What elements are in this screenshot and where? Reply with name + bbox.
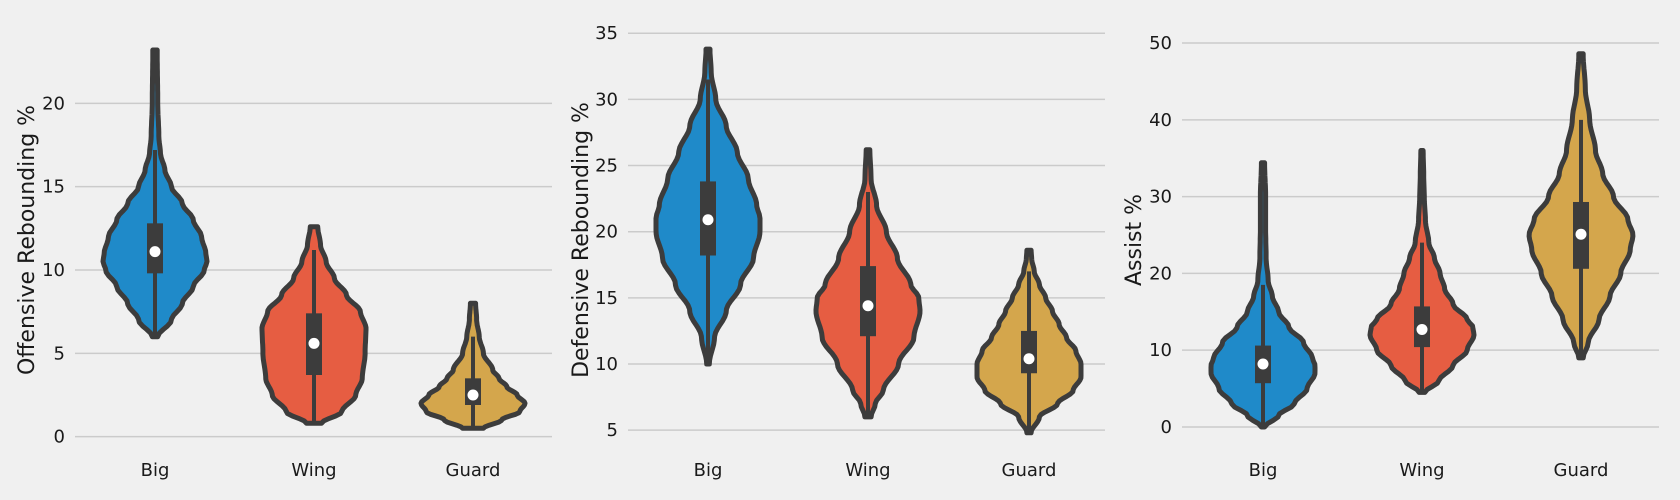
- violins: [1208, 51, 1636, 430]
- median-dot: [1257, 358, 1269, 370]
- y-tick-labels: 5 10 15 20 25 30 35: [595, 23, 618, 441]
- violin-big: [1208, 160, 1318, 430]
- violin-guard: [1526, 51, 1636, 361]
- median-dot: [1416, 323, 1428, 335]
- panel-assist: 0 10 20 30 40 50 Big Wing Guard Assist %: [1122, 33, 1659, 481]
- x-tick-label: Big: [141, 460, 170, 481]
- x-tick-labels: Big Wing Guard: [694, 460, 1057, 481]
- x-tick-label: Wing: [845, 460, 890, 481]
- y-tick-label: 10: [595, 354, 618, 375]
- violin-big: [100, 47, 210, 340]
- y-tick-label: 40: [1149, 110, 1172, 131]
- panel-defensive-rebounding: 5 10 15 20 25 30 35 Big Wing Guard Defensive Reb…: [569, 23, 1105, 481]
- y-tick-label: 15: [42, 177, 65, 198]
- x-tick-label: Wing: [291, 460, 336, 481]
- y-axis-label: Offensive Rebounding %: [15, 105, 40, 375]
- median-dot: [1023, 353, 1035, 365]
- x-tick-label: Wing: [1399, 460, 1444, 481]
- panel-offensive-rebounding: 0 5 10 15 20 Big Wing Guard Offensive Reboundi…: [15, 47, 552, 481]
- x-tick-label: Big: [1249, 460, 1278, 481]
- median-dot: [702, 214, 714, 226]
- x-tick-label: Guard: [1554, 460, 1609, 481]
- median-dot: [862, 300, 874, 312]
- violins: [100, 47, 528, 431]
- y-tick-label: 5: [607, 420, 618, 441]
- x-tick-labels: Big Wing Guard: [141, 460, 501, 481]
- y-tick-label: 20: [42, 93, 65, 114]
- violins: [653, 46, 1084, 436]
- violin-wing: [813, 147, 923, 420]
- y-tick-labels: 0 5 10 15 20: [42, 93, 65, 447]
- y-tick-label: 30: [595, 89, 618, 110]
- y-tick-label: 50: [1149, 33, 1172, 54]
- violin-guard: [418, 300, 528, 431]
- violin-guard: [974, 247, 1084, 436]
- median-dot: [149, 246, 161, 258]
- y-tick-label: 20: [1149, 263, 1172, 284]
- y-tick-label: 5: [54, 343, 65, 364]
- y-tick-label: 30: [1149, 187, 1172, 208]
- x-tick-labels: Big Wing Guard: [1249, 460, 1609, 481]
- y-tick-label: 35: [595, 23, 618, 44]
- y-tick-labels: 0 10 20 30 40 50: [1149, 33, 1172, 438]
- y-tick-label: 0: [1161, 417, 1172, 438]
- x-tick-label: Guard: [1002, 460, 1057, 481]
- y-tick-label: 10: [1149, 340, 1172, 361]
- y-axis-label: Defensive Rebounding %: [569, 102, 594, 378]
- y-tick-label: 25: [595, 156, 618, 177]
- x-tick-label: Big: [694, 460, 723, 481]
- y-tick-label: 10: [42, 260, 65, 281]
- median-dot: [1575, 228, 1587, 240]
- y-tick-label: 15: [595, 288, 618, 309]
- y-tick-label: 20: [595, 222, 618, 243]
- y-axis-label: Assist %: [1122, 194, 1147, 286]
- x-tick-label: Guard: [446, 460, 501, 481]
- violin-wing: [1367, 148, 1477, 395]
- iqr-box: [1021, 330, 1037, 374]
- violin-wing: [259, 224, 369, 426]
- median-dot: [467, 389, 479, 401]
- violin-big: [653, 46, 763, 367]
- median-dot: [308, 337, 320, 349]
- y-tick-label: 0: [54, 427, 65, 448]
